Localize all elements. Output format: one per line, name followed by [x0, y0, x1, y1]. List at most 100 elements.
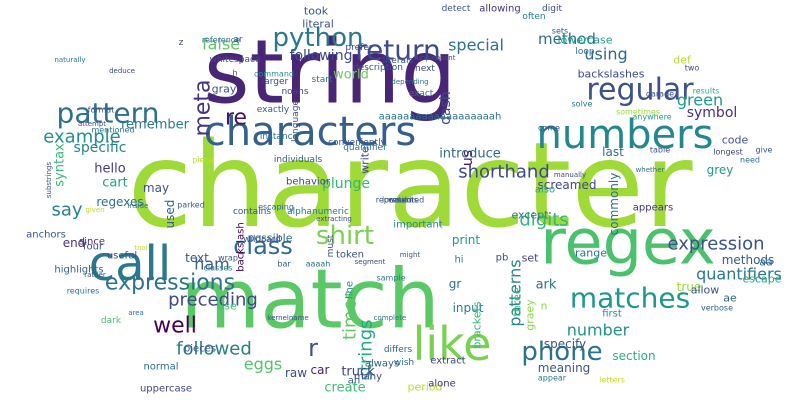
word-method: method — [538, 30, 596, 48]
word-followed: followed — [176, 339, 252, 360]
word-format: format — [88, 106, 115, 115]
word-conveniently: conveniently — [328, 138, 386, 148]
word-appears: appears — [633, 203, 673, 214]
word-language: language — [291, 100, 301, 142]
word-wish: wish — [394, 358, 414, 368]
word-quantifier: quantifier — [343, 143, 387, 153]
word-screamed: screamed — [538, 178, 597, 192]
word-always: always — [365, 359, 399, 370]
word-depending: depending — [391, 78, 428, 86]
word-extracting: extracting — [316, 215, 352, 223]
word-substrings: substrings — [45, 162, 53, 199]
word-mentioned: mentioned — [91, 126, 134, 135]
word-use: use — [217, 300, 237, 313]
word-world: world — [333, 68, 369, 83]
word-class: class — [233, 232, 293, 260]
word-preceding: preceding — [168, 290, 258, 311]
word-following: following — [290, 48, 353, 64]
word-introduce: introduce — [439, 147, 501, 162]
word-garage: garage — [646, 90, 674, 99]
word-digit: digit — [542, 4, 562, 14]
word-aaaaaaaaaaaaaaaaaaah: aaaaaaaaaaaaaaaaaaah — [379, 112, 502, 123]
word-phone: phone — [521, 337, 602, 367]
word-classes: classes — [204, 264, 233, 273]
word-parked: parked — [177, 201, 205, 210]
word-many: many — [354, 372, 382, 383]
word-using: using — [584, 45, 627, 64]
word-raw: raw — [285, 366, 307, 380]
word-remember: remember — [121, 118, 190, 133]
word-noahs: noahs — [281, 87, 308, 97]
word-rather: rather — [84, 271, 106, 279]
word-ae: ae — [723, 292, 737, 305]
word-r: r — [308, 334, 318, 362]
word-allow: allow — [691, 284, 720, 297]
word-like: like — [413, 317, 492, 371]
word-bar: bar — [277, 260, 291, 269]
word-return: return — [355, 34, 441, 67]
word-exact: exact — [409, 89, 434, 99]
word-graey: graey — [524, 299, 537, 331]
word-meaning: meaning — [538, 361, 591, 375]
word-input: input — [453, 301, 484, 315]
word-possible: possible — [247, 232, 292, 245]
word-three: three — [511, 287, 524, 316]
word-character: character — [127, 116, 693, 254]
word-car: car — [311, 363, 330, 377]
word-manually: manually — [554, 171, 586, 179]
word-pieces: pieces — [184, 344, 216, 355]
word-cart: cart — [102, 176, 128, 191]
word-pattern: pattern — [57, 97, 160, 130]
word-backslash: backslash — [236, 222, 247, 271]
word-first: first — [602, 309, 622, 320]
word-ah: ah — [348, 376, 360, 387]
word-tool: tool — [134, 244, 147, 252]
word-matches: matches — [570, 282, 690, 315]
word-table: table — [650, 146, 670, 155]
word-loop: loop — [575, 47, 595, 57]
word-allowing: allowing — [479, 4, 520, 15]
word-aa: aa — [759, 256, 772, 269]
word-since: since — [79, 237, 105, 248]
word-command: command — [254, 70, 294, 79]
word-methods: methods — [722, 253, 775, 267]
word-also: also — [535, 185, 555, 196]
word-used: used — [163, 200, 177, 229]
word-sample: sample — [376, 274, 405, 283]
word-anywhere: anywhere — [632, 113, 671, 122]
word-hello: hello — [94, 162, 125, 177]
word-commonly: commonly — [607, 173, 621, 236]
word-string: string — [204, 21, 457, 124]
word-gray: gray — [212, 83, 237, 96]
word-complete: complete — [374, 314, 407, 322]
word-important: important — [393, 220, 442, 231]
word-example: example — [43, 127, 120, 148]
word-symbol: symbol — [687, 105, 738, 121]
word-come: come — [538, 124, 560, 133]
word-backslashes: backslashes — [578, 68, 645, 81]
word-verbose: verbose — [701, 304, 733, 313]
word-true: true — [677, 280, 702, 294]
word-attempt: attempt — [78, 120, 106, 128]
word-reference: reference — [202, 36, 240, 45]
word-larger: larger — [262, 77, 289, 87]
word-escaping: escaping — [258, 203, 294, 212]
word-z: z — [179, 38, 184, 48]
word-regex: regex — [540, 206, 715, 279]
word-often: often — [522, 12, 545, 22]
word-whether: whether — [636, 166, 665, 174]
word-call: call — [89, 236, 171, 292]
word-text: text — [185, 251, 209, 265]
word-token: token — [336, 250, 364, 261]
word-shorthand: shorthand — [458, 162, 550, 183]
word-meta: meta — [191, 79, 216, 136]
word-create: create — [324, 381, 365, 396]
word-differs: differs — [384, 345, 413, 355]
word-solve: solve — [572, 100, 593, 109]
word-re: re — [225, 106, 247, 131]
word-def: def — [673, 54, 692, 67]
word-longest: longest — [713, 148, 743, 157]
word-aaaah: aaaah — [306, 260, 331, 269]
